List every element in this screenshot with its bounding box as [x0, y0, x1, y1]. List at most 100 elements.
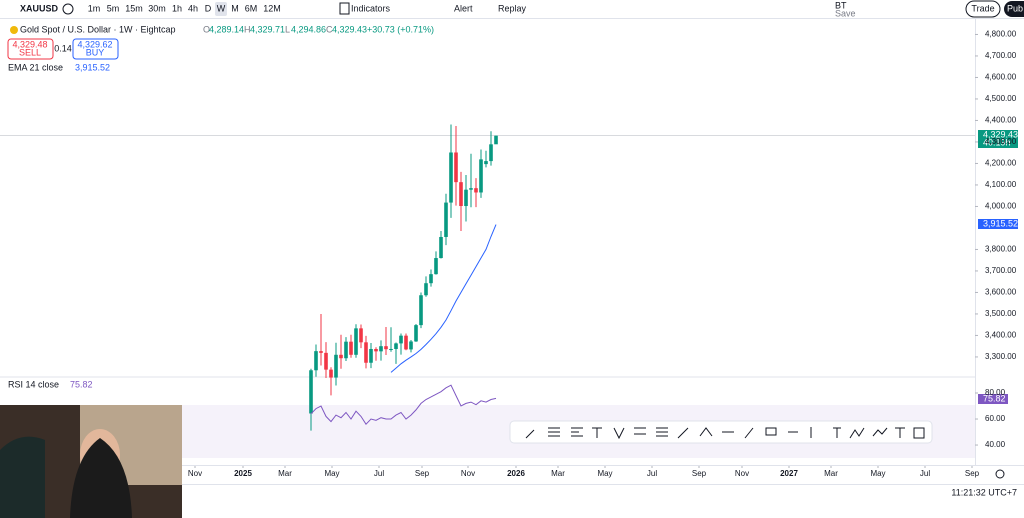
clock: 11:21:32 UTC+7 [951, 487, 1017, 497]
webcam-person [70, 438, 132, 518]
rsi-legend-value: 75.82 [70, 379, 93, 389]
interval[interactable]: 15m [125, 3, 143, 13]
buy-box[interactable] [72, 38, 119, 60]
candle-body [364, 342, 368, 363]
time-tick-label: 2025 [234, 469, 252, 478]
webcam-chair [0, 436, 45, 518]
price-tick-label: 4,700.00 [985, 51, 1017, 60]
candle-body [424, 283, 428, 296]
last-price-label: 4,329.43 [983, 129, 1018, 139]
save[interactable]: Save [835, 8, 856, 18]
interval[interactable]: D [205, 3, 212, 13]
candle-body [394, 343, 398, 349]
spread: 0.14 [54, 43, 72, 53]
candle-body [379, 346, 383, 352]
candle-body [329, 369, 333, 378]
time-tick-label: Sep [415, 469, 430, 478]
price-tick-label: 3,700.00 [985, 266, 1017, 275]
interval-active[interactable] [215, 2, 227, 16]
buy-price[interactable]: 4,329.62 [77, 39, 112, 49]
replay-button[interactable]: Replay [498, 3, 527, 13]
candle-body [414, 325, 418, 342]
drawing-toolbar [509, 420, 933, 444]
interval[interactable]: W [217, 3, 226, 13]
symbol[interactable]: XAUUSD [20, 3, 59, 13]
ema-price-label: 3,915.52 [983, 218, 1018, 228]
price-tick-label: 4,100.00 [985, 180, 1017, 189]
price-tick-label: 4,000.00 [985, 202, 1017, 211]
interval[interactable]: M [231, 3, 239, 13]
time-tick-label: May [870, 469, 885, 478]
interval[interactable]: 1h [172, 3, 182, 13]
ohlc-value: 4,329.43 [332, 24, 367, 34]
price-tick-label: 4,500.00 [985, 94, 1017, 103]
sell-box[interactable] [7, 38, 54, 60]
toolbar [0, 0, 1024, 18]
candle-body [474, 188, 478, 193]
interval[interactable]: 6M [245, 3, 258, 13]
rsi-legend: RSI 14 close [8, 379, 59, 389]
rsi-tag-label: 75.82 [983, 393, 1006, 403]
sell-label[interactable]: SELL [19, 47, 41, 57]
candle-body [454, 152, 458, 183]
rsi-tick-label: 40.00 [985, 440, 1006, 449]
settings-icon[interactable] [995, 469, 1005, 479]
time-tick-label: Sep [692, 469, 707, 478]
price-tick-label: 4,200.00 [985, 159, 1017, 168]
candle-body [464, 189, 468, 207]
sell-price[interactable]: 4,329.48 [12, 39, 47, 49]
ohlc-change: +30.73 (+0.71%) [367, 24, 434, 34]
candle-body [359, 328, 363, 343]
trade-button-bg[interactable] [965, 0, 1001, 18]
candle-body [479, 159, 483, 193]
ema-price-tag [978, 219, 1018, 229]
candle-body [469, 188, 473, 190]
candle-body [339, 354, 343, 359]
ohlc-value: 4,294.86 [291, 24, 326, 34]
account[interactable]: BT [835, 0, 847, 10]
trade-button[interactable]: Trade [971, 3, 994, 13]
time-tick-label: Jul [647, 469, 657, 478]
price-tick-label: 3,400.00 [985, 331, 1017, 340]
ema-legend: EMA 21 close [8, 62, 63, 72]
candle-body [434, 258, 438, 275]
last-price-tag [978, 130, 1018, 148]
publish-button[interactable]: Pub [1007, 3, 1023, 13]
candle-body [314, 351, 318, 371]
interval[interactable]: 4h [188, 3, 198, 13]
add-symbol[interactable] [62, 3, 74, 15]
interval[interactable]: 30m [148, 3, 166, 13]
time-tick-label: May [324, 469, 339, 478]
interval[interactable]: 1m [88, 3, 101, 13]
candle-body [384, 346, 388, 350]
time-tick-label: Sep [965, 469, 980, 478]
ohlc-key: C [326, 24, 333, 34]
candle-body [344, 341, 348, 359]
rsi-line [310, 384, 497, 426]
indicators-button[interactable]: Indicators [351, 3, 391, 13]
time-tick-label: Mar [824, 469, 838, 478]
candle-body [444, 202, 448, 237]
ohlc-key: H [244, 24, 251, 34]
indicators-icon[interactable] [339, 2, 350, 15]
interval[interactable]: 12M [263, 3, 281, 13]
candle-body [349, 341, 353, 355]
alert-button[interactable]: Alert [454, 3, 473, 13]
candle-body [389, 348, 393, 350]
price-tick-label: 3,800.00 [985, 245, 1017, 254]
time-tick-label: Nov [188, 469, 202, 478]
ohlc-key: L [285, 24, 290, 34]
candle-body [409, 341, 413, 350]
time-tick-label: May [597, 469, 612, 478]
buy-label[interactable]: BUY [86, 47, 105, 57]
ema-line [390, 224, 497, 373]
drawing-tools[interactable] [525, 427, 925, 440]
candle-body [324, 352, 328, 370]
price-tick-label: 3,500.00 [985, 309, 1017, 318]
ohlc-value: 4,289.14 [209, 24, 244, 34]
interval[interactable]: 5m [107, 3, 120, 13]
publish-button-bg[interactable] [1004, 1, 1024, 17]
candle-body [404, 335, 408, 350]
candle-body [354, 328, 358, 355]
